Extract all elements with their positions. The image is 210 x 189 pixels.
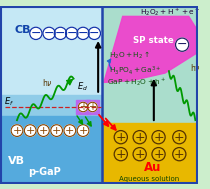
Text: Aqueous solution: Aqueous solution — [119, 176, 179, 182]
Circle shape — [114, 131, 127, 144]
Bar — [102, 6, 198, 184]
Circle shape — [133, 148, 146, 161]
Text: CB: CB — [14, 25, 31, 35]
Text: +: + — [134, 148, 145, 161]
Text: +: + — [174, 148, 185, 161]
Circle shape — [51, 125, 62, 136]
Text: $\rm H_2O+H_2\uparrow$: $\rm H_2O+H_2\uparrow$ — [109, 50, 151, 61]
Text: +: + — [174, 131, 185, 144]
Circle shape — [64, 125, 76, 136]
Text: −: − — [55, 27, 66, 40]
Circle shape — [173, 148, 186, 161]
Text: −: − — [44, 27, 54, 40]
Circle shape — [30, 27, 42, 40]
Text: +: + — [65, 125, 75, 136]
Text: −: − — [31, 27, 41, 40]
Text: +: + — [79, 102, 87, 112]
Circle shape — [77, 27, 89, 40]
Text: +: + — [39, 125, 48, 136]
Text: $E_d$: $E_d$ — [77, 81, 88, 94]
Text: −: − — [177, 38, 187, 51]
Bar — [76, 100, 90, 114]
Circle shape — [133, 131, 146, 144]
Circle shape — [152, 148, 165, 161]
Text: +: + — [116, 148, 126, 161]
Text: −: − — [78, 27, 88, 40]
Circle shape — [88, 27, 101, 40]
Text: h$\nu$: h$\nu$ — [42, 77, 52, 88]
Text: +: + — [116, 131, 126, 144]
Text: h$\nu$: h$\nu$ — [190, 62, 201, 73]
Circle shape — [173, 131, 186, 144]
Text: −: − — [67, 27, 77, 40]
Text: $E_f$: $E_f$ — [4, 95, 14, 108]
Text: +: + — [52, 125, 61, 136]
Text: $\rm H_2O_2+H^++e^-$: $\rm H_2O_2+H^++e^-$ — [140, 6, 200, 18]
Text: +: + — [12, 125, 22, 136]
Text: VB: VB — [8, 156, 25, 166]
Text: +: + — [153, 148, 164, 161]
Bar — [102, 123, 198, 184]
Text: +: + — [153, 131, 164, 144]
Bar — [1, 116, 101, 184]
Text: +: + — [78, 125, 88, 136]
Circle shape — [78, 102, 88, 112]
Circle shape — [43, 27, 55, 40]
Text: SP state: SP state — [133, 36, 174, 45]
Circle shape — [38, 125, 49, 136]
Circle shape — [54, 27, 67, 40]
Bar — [86, 100, 99, 114]
Text: $\rm H_3PO_4+Ga^{3+}$: $\rm H_3PO_4+Ga^{3+}$ — [109, 64, 162, 77]
Text: +: + — [134, 131, 145, 144]
Circle shape — [152, 131, 165, 144]
Text: +: + — [88, 102, 96, 112]
Bar — [1, 7, 101, 95]
Circle shape — [11, 125, 23, 136]
Circle shape — [176, 38, 189, 51]
Circle shape — [24, 125, 36, 136]
Text: p-GaP: p-GaP — [28, 167, 61, 177]
Text: +: + — [25, 125, 35, 136]
Circle shape — [88, 102, 97, 112]
Circle shape — [66, 27, 78, 40]
Text: $\rm GaP+H_2O+h^+$: $\rm GaP+H_2O+h^+$ — [107, 77, 166, 88]
Bar — [1, 95, 101, 116]
FancyArrowPatch shape — [107, 59, 112, 69]
Polygon shape — [104, 16, 198, 82]
Circle shape — [77, 125, 89, 136]
Text: −: − — [89, 27, 100, 40]
Circle shape — [114, 148, 127, 161]
Text: Au: Au — [144, 161, 162, 174]
